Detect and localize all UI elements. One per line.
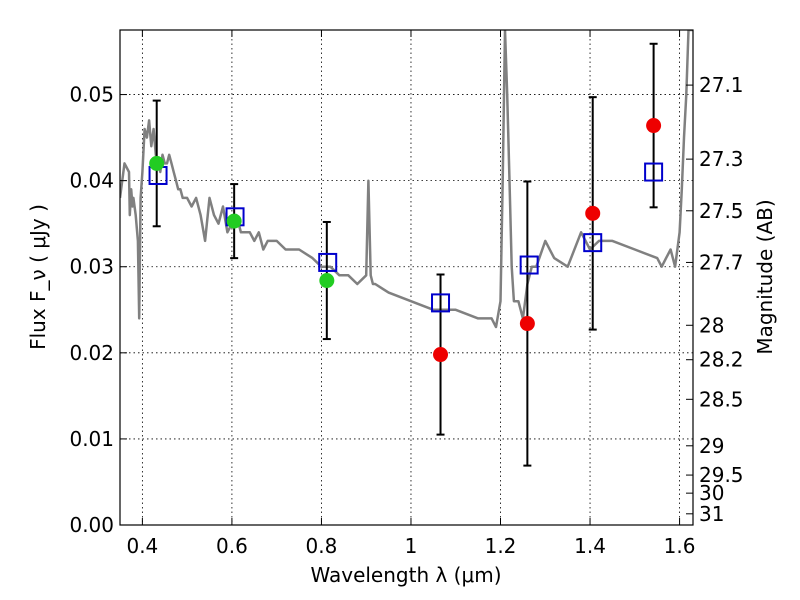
model-photometry-point	[519, 255, 539, 275]
observed-point	[319, 273, 335, 289]
spectrum-line	[120, 30, 693, 329]
right-tick-label: 31	[699, 502, 724, 526]
right-tick-label: 27.1	[699, 73, 744, 97]
series-layer	[120, 30, 693, 467]
y-tick-label: 0.03	[69, 255, 114, 279]
x-tick-label: 0.8	[306, 534, 338, 558]
x-tick-label: 0.6	[216, 534, 248, 558]
x-tick-label: 1.4	[574, 534, 606, 558]
model-photometry-point	[644, 162, 664, 182]
right-tick-label: 27.5	[699, 199, 744, 223]
observed-point	[433, 347, 449, 363]
right-tick-label: 27.7	[699, 250, 744, 274]
right-tick-label: 28	[699, 313, 724, 337]
x-tick-label: 0.4	[126, 534, 158, 558]
model-photometry-point	[431, 293, 451, 313]
y-tick-label: 0.00	[69, 513, 114, 537]
plot-frame	[119, 29, 694, 526]
observed-point	[585, 205, 601, 221]
y-tick-label: 0.02	[69, 341, 114, 365]
observed-point	[226, 213, 242, 229]
observed-point	[646, 118, 662, 134]
y-tick-label: 0.05	[69, 83, 114, 107]
x-tick-label: 1.2	[485, 534, 517, 558]
y-tick-label: 0.04	[69, 169, 114, 193]
x-tick-label: 1.6	[664, 534, 696, 558]
right-axis-label: Magnitude (AB)	[753, 199, 777, 354]
right-tick-label: 28.5	[699, 387, 744, 411]
model-photometry-point	[318, 252, 338, 272]
y-tick-label: 0.01	[69, 427, 114, 451]
right-tick-label: 28.2	[699, 348, 744, 372]
right-tick-label: 27.3	[699, 147, 744, 171]
observed-point	[149, 155, 165, 171]
right-tick-label: 29.5	[699, 463, 744, 487]
x-tick-label: 1	[405, 534, 418, 558]
model-photometry-point	[583, 233, 603, 253]
right-tick-label: 29	[699, 434, 724, 458]
right-tick-label: 30	[699, 481, 724, 505]
observed-point	[519, 316, 535, 332]
tick-layer: 0.4 0.6 0.8 1 1.2 1.4 1.6 0.00 0.01 0.02 0.03 0.04 0…	[69, 30, 744, 558]
x-axis-label: Wavelength λ (μm)	[310, 563, 501, 587]
y-axis-label: Flux F_ν ( μJy )	[26, 204, 50, 350]
